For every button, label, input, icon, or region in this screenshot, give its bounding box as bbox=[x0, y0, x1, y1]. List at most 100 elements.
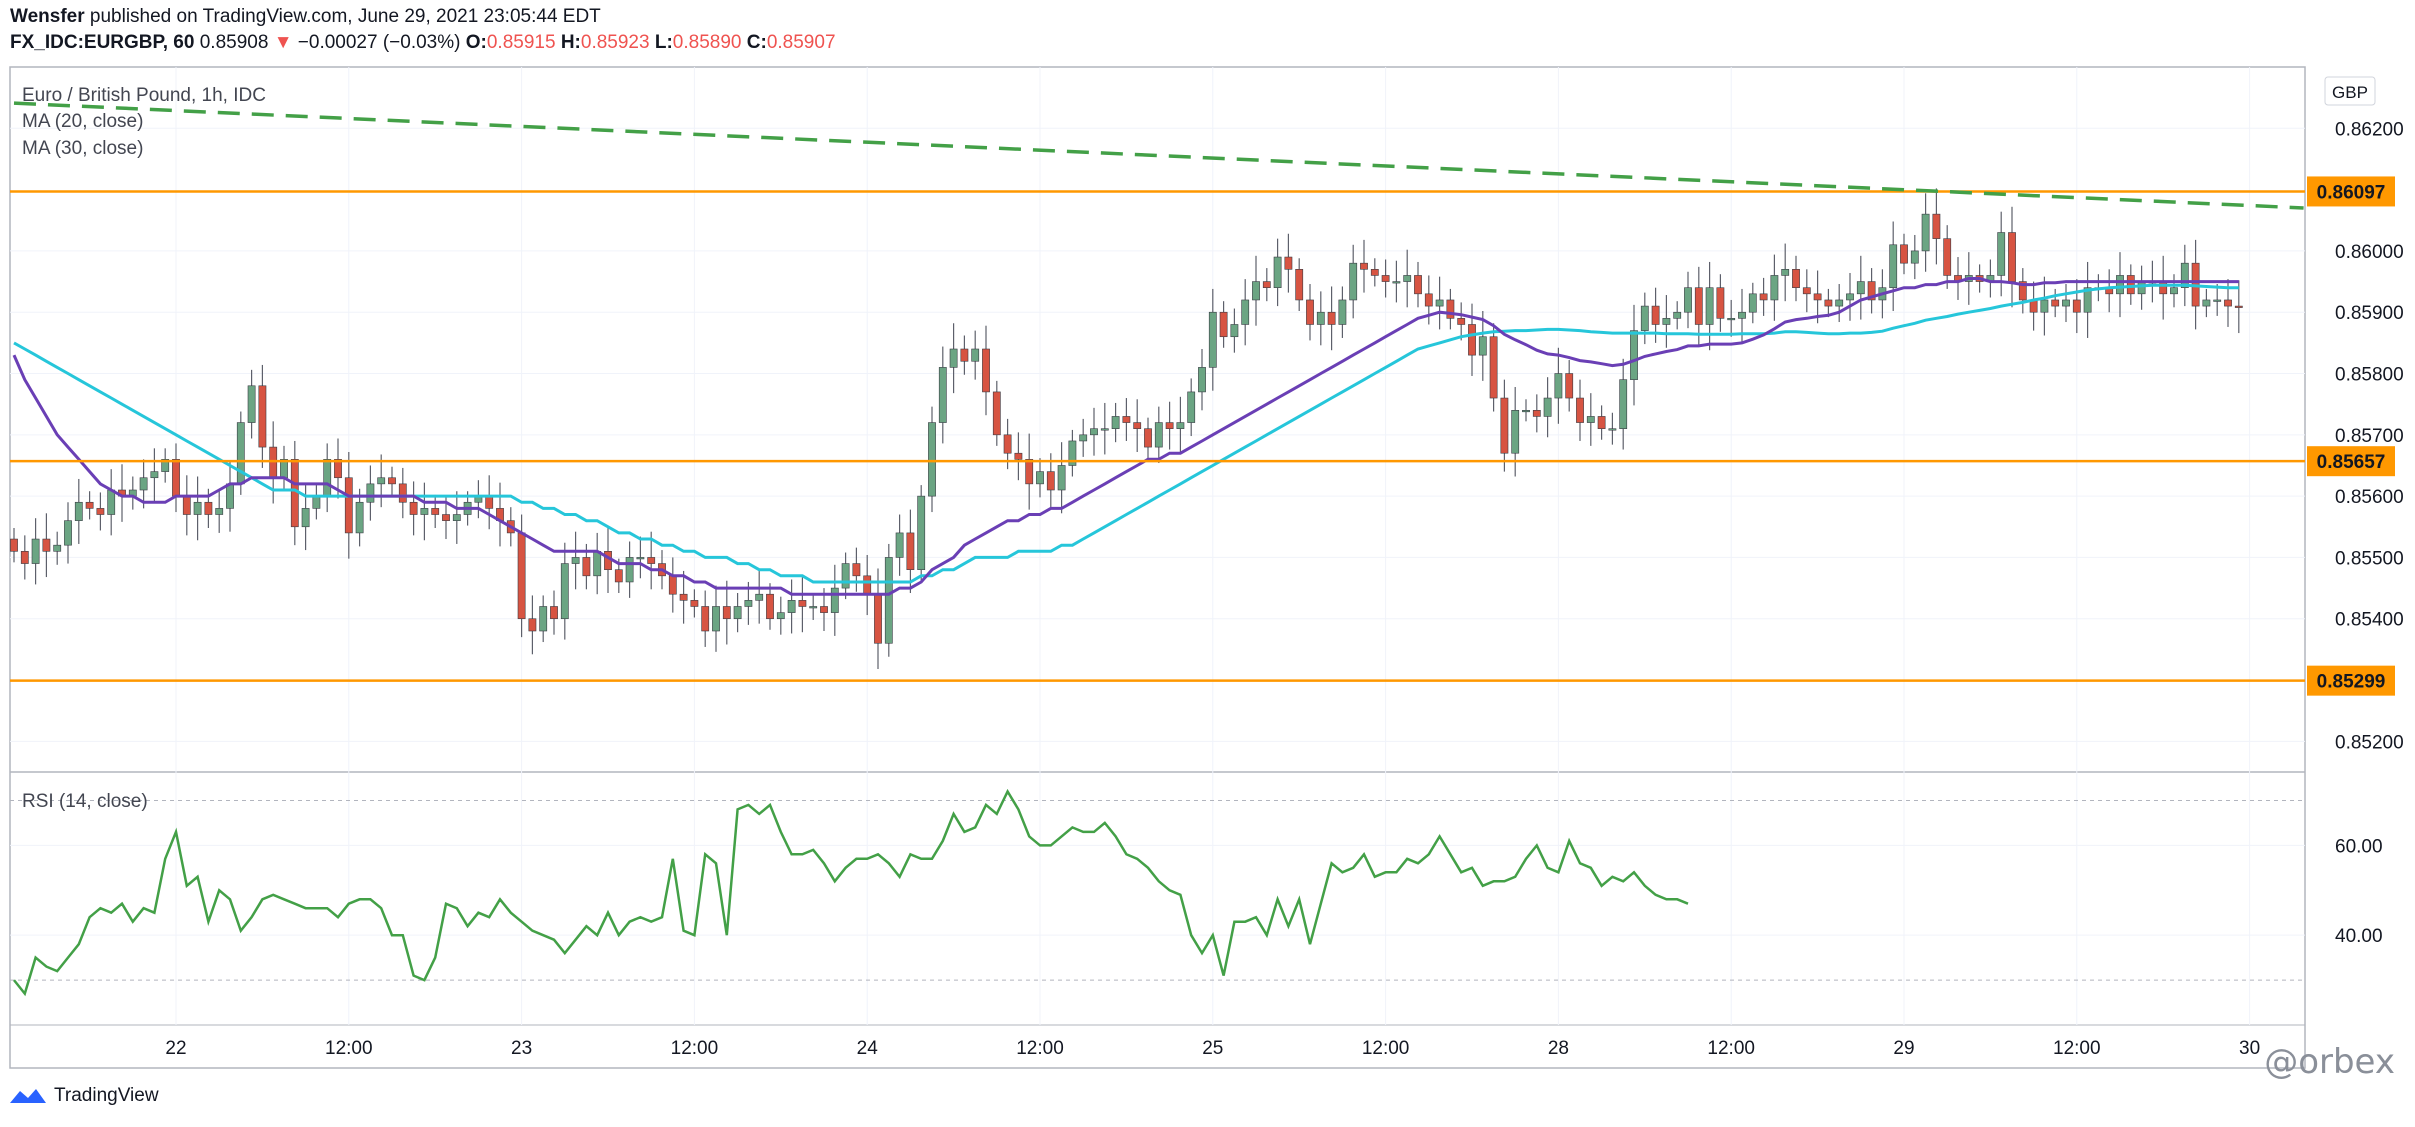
candle-up bbox=[1198, 367, 1206, 393]
candle-down bbox=[1381, 275, 1390, 282]
price-level-label: 0.85299 bbox=[2317, 672, 2386, 693]
candle-down bbox=[388, 477, 396, 485]
candle-up bbox=[593, 551, 602, 577]
candle-down bbox=[1932, 213, 1941, 239]
candle-up bbox=[1543, 397, 1552, 417]
candle-down bbox=[1565, 373, 1574, 399]
candle-down bbox=[1489, 336, 1498, 399]
candle-down bbox=[1360, 262, 1368, 270]
candle-down bbox=[1694, 287, 1703, 325]
candle-up bbox=[226, 483, 234, 509]
candle-up bbox=[74, 501, 83, 521]
candle-up bbox=[53, 544, 62, 552]
candle-up bbox=[809, 606, 818, 609]
candle-down bbox=[960, 348, 969, 362]
candle-up bbox=[377, 477, 386, 485]
candle-down bbox=[852, 563, 861, 577]
time-tick-label: 24 bbox=[857, 1038, 879, 1059]
candle-up bbox=[161, 459, 170, 472]
chart-frame bbox=[9, 66, 2306, 1069]
candle-up bbox=[1608, 428, 1617, 431]
candle-down bbox=[431, 508, 440, 515]
price-level-tag bbox=[2307, 176, 2395, 207]
candle-down bbox=[1414, 275, 1422, 295]
candle-up bbox=[1921, 213, 1930, 252]
candle-up bbox=[2083, 287, 2092, 313]
candle-down bbox=[528, 618, 537, 632]
candle-up bbox=[323, 459, 332, 497]
time-tick-label: 12:00 bbox=[1016, 1038, 1064, 1059]
candle-up bbox=[1111, 416, 1120, 429]
candle-up bbox=[107, 489, 116, 515]
candle-down bbox=[992, 391, 1001, 436]
candle-up bbox=[1727, 318, 1736, 321]
candle-down bbox=[2234, 305, 2243, 308]
currency-label: GBP bbox=[2332, 83, 2368, 102]
candle-down bbox=[344, 477, 353, 534]
publish-info: Wensfer published on TradingView.com, Ju… bbox=[10, 6, 601, 28]
candle-down bbox=[1262, 281, 1271, 288]
candle-up bbox=[1057, 465, 1066, 491]
price-tick-label: 0.85700 bbox=[2335, 426, 2404, 447]
candle-up bbox=[1273, 256, 1282, 288]
candle-up bbox=[2213, 299, 2222, 302]
candle-up bbox=[1338, 299, 1347, 325]
candle-up bbox=[64, 520, 72, 546]
candle-up bbox=[830, 587, 839, 613]
candle-down bbox=[1424, 293, 1433, 307]
candle-down bbox=[863, 575, 872, 595]
rsi-line bbox=[13, 788, 1689, 997]
candle-down bbox=[485, 495, 494, 509]
candle-down bbox=[2051, 299, 2060, 307]
candle-down bbox=[42, 538, 51, 552]
candle-down bbox=[96, 508, 105, 515]
high-label: H: bbox=[560, 32, 581, 53]
candle-down bbox=[1457, 318, 1466, 325]
author-name[interactable]: Wensfer bbox=[10, 6, 85, 27]
ma30-legend: MA (30, close) bbox=[22, 138, 143, 159]
price-level-label: 0.85657 bbox=[2317, 452, 2386, 473]
time-tick-label: 30 bbox=[2239, 1038, 2260, 1059]
candle-up bbox=[1036, 471, 1044, 485]
candle-down bbox=[1867, 281, 1876, 301]
candle-down bbox=[1003, 434, 1012, 454]
candle-down bbox=[1943, 238, 1952, 276]
down-arrow-icon: ▼ bbox=[273, 32, 293, 53]
candle-up bbox=[938, 367, 947, 423]
symbol-name[interactable]: FX_IDC:EURGBP, 60 bbox=[10, 32, 195, 53]
candle-up bbox=[420, 508, 429, 515]
rsi-tick-label: 60.00 bbox=[2335, 836, 2383, 857]
orbex-watermark: @orbex bbox=[2264, 1042, 2395, 1082]
candle-up bbox=[1662, 318, 1671, 325]
candle-down bbox=[1165, 422, 1174, 429]
candle-up bbox=[733, 606, 742, 620]
candle-up bbox=[1770, 275, 1779, 301]
candle-up bbox=[1241, 299, 1250, 325]
candle-up bbox=[636, 557, 645, 560]
candle-up bbox=[2116, 275, 2124, 295]
candle-up bbox=[312, 495, 321, 509]
high-value: 0.85923 bbox=[580, 32, 650, 53]
candle-up bbox=[1835, 299, 1844, 307]
candle-up bbox=[560, 563, 569, 620]
candle-down bbox=[690, 600, 699, 607]
candle-up bbox=[1910, 250, 1919, 264]
time-tick-label: 12:00 bbox=[325, 1038, 373, 1059]
candle-up bbox=[1586, 416, 1595, 423]
candle-up bbox=[971, 348, 980, 362]
candle-up bbox=[2137, 281, 2146, 295]
candle-up bbox=[625, 557, 634, 583]
time-tick-label: 12:00 bbox=[1362, 1038, 1410, 1059]
price-tick-label: 0.85600 bbox=[2335, 487, 2404, 508]
candle-up bbox=[1889, 244, 1898, 288]
candle-up bbox=[1230, 324, 1239, 338]
candle-up bbox=[1208, 311, 1217, 368]
tradingview-brand[interactable]: TradingView bbox=[8, 1085, 159, 1107]
time-tick-label: 12:00 bbox=[1707, 1038, 1755, 1059]
candle-up bbox=[884, 557, 893, 644]
candle-down bbox=[2126, 275, 2135, 295]
candle-up bbox=[1154, 422, 1163, 448]
candle-down bbox=[1900, 244, 1908, 264]
ma20-line bbox=[12, 277, 2239, 596]
